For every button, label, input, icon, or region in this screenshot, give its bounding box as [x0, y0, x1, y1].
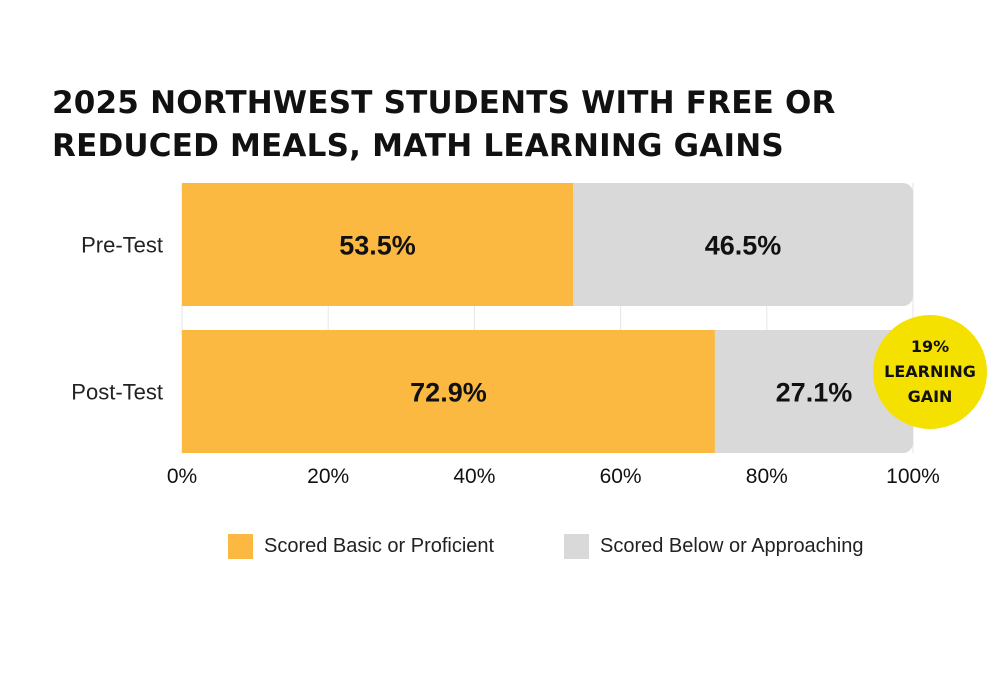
data-label-basic-0: 53.5%	[339, 231, 416, 261]
chart-title-line-1: 2025 NORTHWEST STUDENTS WITH FREE OR	[52, 85, 836, 121]
bar-basic-1	[182, 330, 715, 453]
badge-text-2: GAIN	[908, 387, 953, 406]
x-tick-label-4: 80%	[746, 465, 788, 488]
legend-item-below: Scored Below or Approaching	[564, 534, 864, 559]
badge-text-0: 19%	[911, 337, 949, 356]
learning-gain-badge	[873, 315, 987, 429]
x-tick-label-2: 40%	[453, 465, 495, 488]
data-label-basic-1: 72.9%	[410, 378, 487, 408]
data-label-below-1: 27.1%	[776, 378, 853, 408]
bar-basic-0	[182, 183, 574, 306]
data-label-below-0: 46.5%	[705, 231, 782, 261]
x-tick-label-3: 60%	[600, 465, 642, 488]
legend-swatch-basic	[228, 534, 253, 559]
x-tick-label-5: 100%	[886, 465, 940, 488]
x-tick-label-1: 20%	[307, 465, 349, 488]
legend-label-below: Scored Below or Approaching	[600, 535, 864, 557]
x-tick-label-0: 0%	[167, 465, 197, 488]
chart-title-line-2: REDUCED MEALS, MATH LEARNING GAINS	[52, 128, 784, 164]
legend-item-basic: Scored Basic or Proficient	[228, 534, 494, 559]
legend-swatch-below	[564, 534, 589, 559]
badge-text-1: LEARNING	[884, 362, 976, 381]
category-label-0: Pre-Test	[81, 233, 163, 258]
chart-title: 2025 NORTHWEST STUDENTS WITH FREE OR RED…	[52, 82, 952, 168]
category-label-1: Post-Test	[71, 380, 163, 405]
legend-label-basic: Scored Basic or Proficient	[264, 535, 495, 557]
bar-below-0	[573, 183, 901, 306]
bar-below-1	[714, 330, 901, 453]
